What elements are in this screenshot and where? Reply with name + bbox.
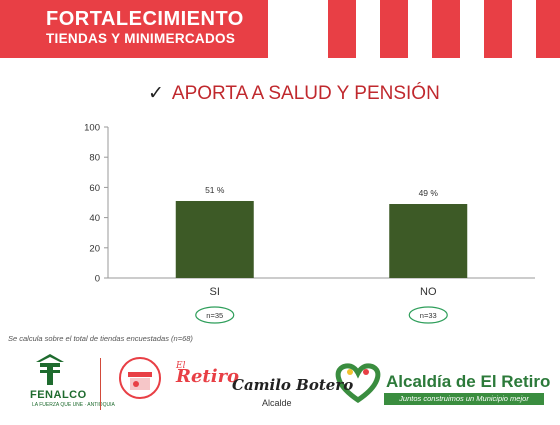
y-tick-label: 100 bbox=[84, 123, 100, 134]
header-banner: FORTALECIMIENTO TIENDAS Y MINIMERCADOS bbox=[0, 0, 560, 58]
chart-heading-text: APORTA A SALUD Y PENSIÓN bbox=[171, 83, 440, 104]
alcaldia-slogan: Juntos construimos un Municipio mejor bbox=[384, 393, 544, 405]
y-tick-label: 60 bbox=[89, 183, 100, 194]
footnote: Se calcula sobre el total de tiendas enc… bbox=[8, 334, 193, 343]
header-red-block bbox=[0, 0, 268, 58]
bars-group: 51 % SI n=35 49 % NO n=33 bbox=[175, 185, 468, 324]
y-tick-label: 0 bbox=[95, 274, 100, 285]
fenalco-logo-icon bbox=[36, 354, 64, 385]
n-label-oval bbox=[195, 306, 235, 324]
y-tick-label: 20 bbox=[89, 243, 100, 254]
tiendas-logo-icon bbox=[119, 357, 161, 399]
check-icon: ✓ bbox=[148, 83, 164, 104]
awning-stripe bbox=[536, 0, 560, 58]
footer-logos: Retiro El bbox=[0, 350, 560, 420]
chart-heading: ✓ APORTA A SALUD Y PENSIÓN bbox=[148, 82, 440, 105]
svg-text:Retiro: Retiro bbox=[175, 366, 239, 387]
n-label: n=35 bbox=[206, 311, 223, 320]
y-tick-label: 80 bbox=[89, 153, 100, 164]
alcaldia-name: Alcaldía de El Retiro bbox=[386, 372, 551, 391]
camilo-botero-signature: Camilo Botero bbox=[232, 376, 354, 394]
fenalco-name: FENALCO bbox=[30, 389, 87, 401]
n-label-oval bbox=[408, 306, 448, 324]
category-label: NO bbox=[420, 286, 437, 298]
awning-stripe bbox=[432, 0, 460, 58]
alcalde-label: Alcalde bbox=[262, 398, 292, 408]
footer-divider bbox=[100, 358, 101, 410]
bar-chart: 0 20 40 60 80 100 51 % SI n=35 49 % NO n=33 bbox=[84, 123, 535, 324]
n-label: n=33 bbox=[420, 311, 437, 320]
data-label: 51 % bbox=[205, 185, 225, 195]
awning-stripe bbox=[484, 0, 512, 58]
svg-text:El: El bbox=[175, 361, 186, 371]
bar bbox=[389, 204, 468, 278]
data-label: 49 % bbox=[419, 188, 439, 198]
fenalco-tagline: LA FUERZA QUE UNE · ANTIOQUIA bbox=[32, 402, 115, 408]
y-axis: 0 20 40 60 80 100 bbox=[84, 123, 535, 285]
awning-stripe bbox=[380, 0, 408, 58]
awning-stripe bbox=[268, 0, 328, 58]
el-retiro-logo-icon: Retiro El bbox=[175, 361, 239, 387]
logos-svg: Retiro El bbox=[36, 354, 381, 404]
category-label: SI bbox=[210, 286, 220, 298]
y-tick-label: 40 bbox=[89, 213, 100, 224]
awning-stripe bbox=[328, 0, 356, 58]
header-title: FORTALECIMIENTO bbox=[46, 8, 244, 30]
bar bbox=[175, 200, 254, 278]
header-subtitle: TIENDAS Y MINIMERCADOS bbox=[46, 31, 236, 46]
alcaldia-heart-icon bbox=[335, 363, 381, 404]
